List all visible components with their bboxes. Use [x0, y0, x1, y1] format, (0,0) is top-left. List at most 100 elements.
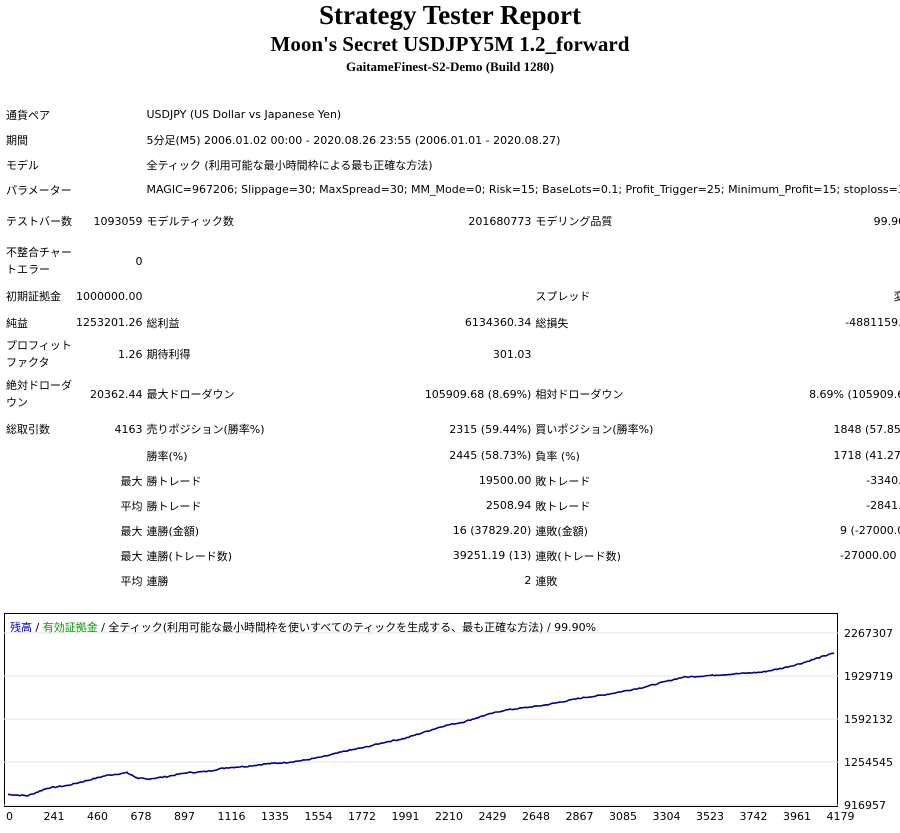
max-dd-value: 105909.68 (8.69%)	[424, 387, 532, 401]
x-tick-label-1: 241	[43, 810, 65, 823]
max-consec-lossamt-value: -27000.00 (9)	[840, 549, 900, 562]
trades-row: 総取引数 4163 売りポジション(勝率%) 2315 (59.44%) 買いポ…	[4, 415, 900, 443]
x-tick-label-17: 3742	[739, 810, 768, 823]
largest-win-value: 19500.00	[478, 474, 532, 487]
x-tick-label-11: 2429	[478, 810, 507, 823]
balance-graph	[4, 632, 838, 806]
x-tick-label-4: 897	[174, 810, 195, 823]
largest-prefix: 最大	[120, 474, 143, 488]
x-tick-label-6: 1335	[261, 810, 289, 823]
max-consec-win-value: 16 (37829.20)	[452, 524, 532, 537]
x-tick-label-13: 2867	[565, 810, 594, 823]
winrate-label: 勝率(%)	[146, 449, 188, 463]
x-tick-label-10: 2210	[435, 810, 463, 823]
gross-profit-value: 6134360.34	[464, 316, 532, 329]
avg-consec-loss-value: 2	[655, 568, 900, 593]
y-tick-label-0: 916957	[844, 799, 886, 812]
bars-value: 1093059	[93, 214, 143, 228]
model-row: モデル 全ティック (利用可能な最小時間枠による最も正確な方法)	[4, 152, 900, 177]
bars-row: テストバー数 1093059 モデルティック数 201680773 モデリング品…	[4, 202, 900, 240]
legend-balance: 残高	[10, 621, 32, 634]
net-value: 1253201.26	[76, 316, 143, 329]
params-value: MAGIC=967206; Slippage=30; MaxSpread=30;…	[146, 183, 900, 196]
period-row: 期間 5分足(M5) 2006.01.02 00:00 - 2020.08.26…	[4, 127, 900, 152]
gross-profit-label: 総利益	[146, 316, 180, 330]
avg-loss-value: -2841.19	[866, 499, 900, 512]
x-tick-label-2: 460	[87, 810, 108, 823]
deposit-label: 初期証拠金	[6, 290, 61, 303]
winrate-value: 2445 (58.73%)	[449, 449, 532, 462]
expert-name: Moon's Secret USDJPY5M 1.2_forward	[270, 32, 630, 56]
rel-dd-value: 8.69% (105909.68)	[809, 387, 900, 401]
period-value: 5分足(M5) 2006.01.02 00:00 - 2020.08.26 23…	[146, 133, 561, 147]
bars-label: テストバー数	[6, 215, 72, 228]
report-title: Strategy Tester Report	[319, 0, 581, 30]
quality-value: 99.90%	[873, 214, 900, 228]
spread-value: 変動	[893, 290, 900, 303]
avg-consec-win-label: 連勝	[146, 574, 169, 588]
abs-dd-label: 絶対ドローダウン	[6, 379, 72, 409]
symbol-label: 通貨ペア	[6, 108, 50, 122]
max-consec-row: 最大 連勝(金額) 16 (37829.20) 連敗(金額) 9 (-27000…	[4, 518, 900, 543]
gross-loss-label: 総損失	[535, 316, 569, 330]
pf-row: プロフィットファクタ 1.26 期待利得 301.03	[4, 335, 900, 373]
largest-win-label: 勝トレード	[146, 474, 202, 488]
avg-consec-row: 平均 連勝 2 連敗 2	[4, 568, 900, 593]
report-table: 通貨ペア USDJPY (US Dollar vs Japanese Yen) …	[4, 102, 900, 593]
avg-consec-prefix: 平均	[120, 574, 143, 588]
x-tick-label-0: 0	[6, 810, 13, 823]
max-consec-amount-row: 最大 連勝(トレード数) 39251.19 (13) 連敗(トレード数) -27…	[4, 543, 900, 568]
x-tick-label-3: 678	[130, 810, 152, 823]
balance-line	[7, 652, 835, 797]
symbol-value: USDJPY (US Dollar vs Japanese Yen)	[146, 108, 342, 121]
short-value: 2315 (59.44%)	[449, 422, 532, 436]
max-consec-lossamt-label: 連敗(トレード数)	[535, 549, 621, 563]
mismatch-label: 不整合チャートエラー	[6, 246, 72, 276]
avg-win-value: 2508.94	[485, 499, 532, 512]
x-tick-label-15: 3304	[652, 810, 681, 823]
rel-dd-label: 相対ドローダウン	[535, 388, 624, 401]
deposit-row: 初期証拠金 1000000.00 スプレッド 変動	[4, 282, 900, 310]
abs-dd-value: 20362.44	[89, 387, 143, 401]
y-tick-label-3: 1929719	[844, 670, 893, 683]
deposit-value: 1000000.00	[76, 289, 143, 303]
quality-label: モデリング品質	[535, 215, 613, 228]
max-consec-amount-prefix: 最大	[120, 549, 143, 563]
server-name: GaitameFinest-S2-Demo (Build 1280)	[346, 59, 554, 74]
legend-description: / 全ティック(利用可能な最小時間枠を使いすべてのティックを生成する、最も正確な…	[97, 621, 597, 634]
x-tick-label-7: 1554	[304, 810, 333, 823]
net-row: 純益 1253201.26 総利益 6134360.34 総損失 -488115…	[4, 310, 900, 335]
ticks-label: モデルティック数	[146, 215, 234, 228]
y-tick-label-4: 2267307	[844, 627, 893, 640]
payoff-value: 301.03	[492, 347, 532, 361]
pf-value: 1.26	[117, 347, 143, 361]
y-tick-label-2: 1592132	[844, 713, 893, 726]
ticks-value: 201680773	[468, 214, 532, 228]
long-label: 買いポジション(勝率%)	[535, 423, 654, 436]
balance-graph-frame	[4, 613, 838, 807]
max-dd-label: 最大ドローダウン	[146, 388, 235, 401]
winrate-row: 勝率(%) 2445 (58.73%) 負率 (%) 1718 (41.27%)	[4, 443, 900, 468]
spread-label: スプレッド	[535, 290, 591, 303]
x-tick-label-12: 2648	[522, 810, 550, 823]
pf-label: プロフィットファクタ	[6, 339, 72, 369]
x-tick-label-18: 3961	[783, 810, 811, 823]
x-tick-label-8: 1772	[348, 810, 376, 823]
lossrate-label: 負率 (%)	[535, 449, 580, 463]
trades-value: 4163	[114, 422, 143, 436]
max-consec-loss-label: 連敗(金額)	[535, 524, 588, 538]
mismatch-row: 不整合チャートエラー 0	[4, 240, 900, 282]
x-tick-label-14: 3085	[609, 810, 637, 823]
max-consec-loss-value: 9 (-27000.00)	[840, 524, 900, 537]
max-consec-profit-value: 39251.19 (13)	[452, 549, 532, 562]
y-tick-label-1: 1254545	[844, 755, 893, 769]
mismatch-value: 0	[135, 254, 143, 268]
symbol-row: 通貨ペア USDJPY (US Dollar vs Japanese Yen)	[4, 102, 900, 127]
max-consec-prefix: 最大	[120, 524, 143, 538]
lossrate-value: 1718 (41.27%)	[833, 449, 900, 462]
dd-row: 絶対ドローダウン 20362.44 最大ドローダウン 105909.68 (8.…	[4, 373, 900, 415]
max-consec-profit-label: 連勝(トレード数)	[146, 549, 233, 563]
x-tick-label-5: 1116	[217, 810, 246, 823]
largest-loss-label: 敗トレード	[535, 474, 591, 488]
